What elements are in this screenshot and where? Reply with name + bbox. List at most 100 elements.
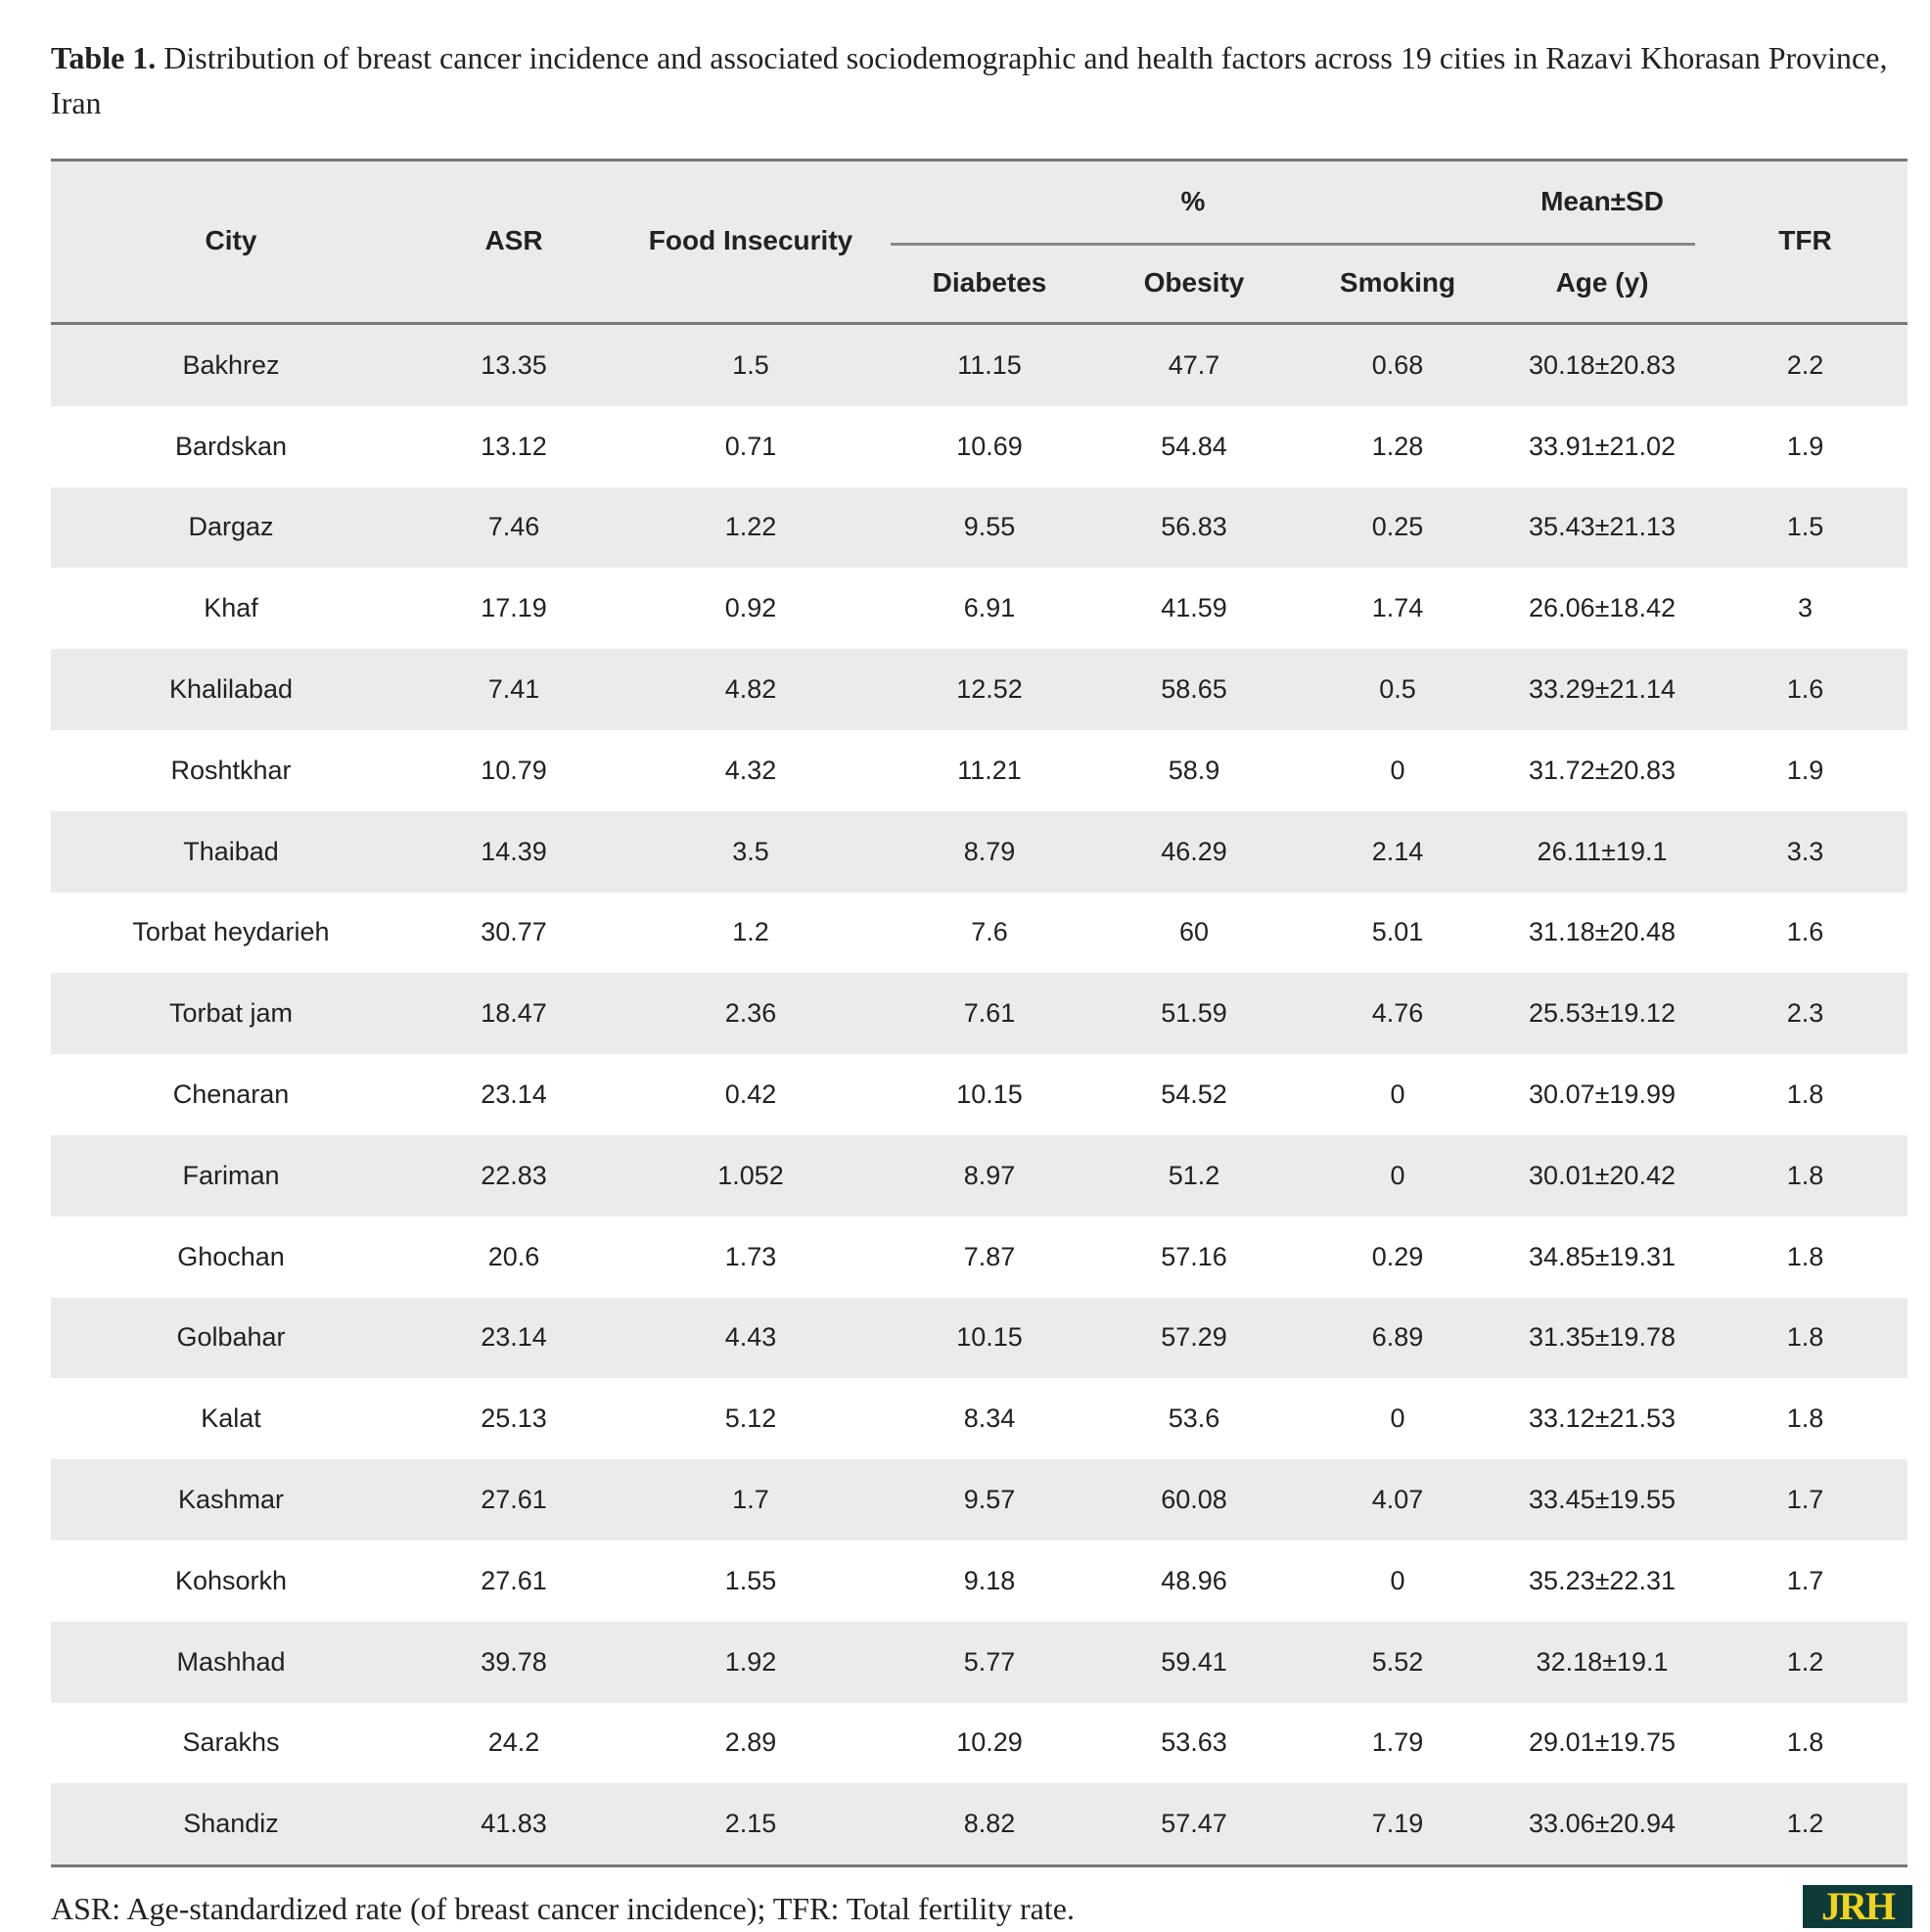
cell-diabetes: 9.57 [885, 1459, 1094, 1541]
cell-asr: 41.83 [411, 1783, 617, 1866]
cell-food-insecurity: 1.55 [724, 1565, 777, 1595]
cell-obesity: 58.9 [1168, 755, 1220, 785]
cell-diabetes: 8.34 [963, 1403, 1016, 1434]
table-row: Khaf 17.19 0.92 6.91 41.59 1.74 26.06±18.42 3 [51, 568, 1907, 649]
table-row: Khalilabad 7.41 4.82 12.52 58.65 0.5 33.29±21.… [51, 649, 1908, 730]
cell-diabetes: 10.15 [956, 1080, 1023, 1110]
caption-text: Distribution of breast cancer incidence … [51, 40, 1888, 120]
table-row: Dargaz 7.46 1.22 9.55 56.83 0.25 35.43±21.13 1.… [51, 486, 1908, 569]
cell-tfr: 1.2 [1703, 1621, 1908, 1703]
cell-asr: 17.19 [481, 593, 547, 623]
journal-logo: JRH [1803, 1885, 1912, 1928]
cell-obesity: 59.41 [1094, 1621, 1294, 1703]
cell-age: 30.18±20.83 [1501, 323, 1704, 406]
cell-smoking: 0.29 [1371, 1241, 1424, 1271]
cell-food-insecurity: 1.92 [617, 1621, 885, 1703]
table-row: Ghochan 20.6 1.73 7.87 57.16 0.29 34.85±19.31 1… [51, 1217, 1907, 1298]
cell-food-insecurity: 4.43 [617, 1297, 885, 1379]
cell-diabetes: 9.18 [963, 1565, 1016, 1595]
cell-city: Shandiz [51, 1783, 411, 1866]
cell-age: 33.91±21.02 [1529, 431, 1676, 461]
cell-diabetes: 9.55 [885, 486, 1094, 569]
cell-diabetes: 12.52 [885, 649, 1094, 730]
header-meansd-group: Mean±SD [1501, 160, 1704, 244]
cell-city: Bakhrez [51, 323, 411, 406]
header-obesity: Obesity [1094, 244, 1294, 324]
cell-obesity: 51.59 [1094, 973, 1294, 1055]
cell-city: Chenaran [172, 1080, 290, 1110]
cell-age: 31.35±19.78 [1501, 1297, 1704, 1379]
cell-tfr: 1.5 [1703, 486, 1908, 569]
cell-smoking: 0 [1390, 1565, 1405, 1595]
cell-age: 33.12±21.53 [1529, 1403, 1676, 1434]
cell-food-insecurity: 3.5 [617, 810, 885, 893]
cell-asr: 23.14 [481, 1080, 547, 1110]
cell-asr: 23.14 [411, 1297, 617, 1379]
cell-obesity: 56.83 [1094, 486, 1294, 569]
cell-obesity: 53.6 [1168, 1403, 1220, 1434]
header-city: City [51, 160, 411, 324]
cell-diabetes: 8.79 [885, 810, 1094, 893]
cell-asr: 18.47 [411, 973, 617, 1055]
cell-diabetes: 7.61 [885, 973, 1094, 1055]
cell-smoking: 5.01 [1371, 917, 1424, 947]
table-row: Shandiz 41.83 2.15 8.82 57.47 7.19 33.06±20.94… [51, 1783, 1908, 1866]
header-age: Age (y) [1501, 244, 1704, 324]
cell-diabetes: 10.15 [885, 1297, 1094, 1379]
cell-city: Ghochan [177, 1241, 285, 1271]
cell-age: 30.07±19.99 [1529, 1080, 1676, 1110]
cell-food-insecurity: 0.42 [724, 1080, 777, 1110]
cell-asr: 30.77 [481, 917, 547, 947]
cell-asr: 24.2 [487, 1727, 540, 1758]
table-row: Bakhrez 13.35 1.5 11.15 47.7 0.68 30.18±20.83 2… [51, 323, 1908, 406]
cell-obesity: 46.29 [1094, 810, 1294, 893]
cell-diabetes: 5.77 [885, 1621, 1094, 1703]
cell-smoking: 7.19 [1294, 1783, 1502, 1866]
cell-food-insecurity: 1.5 [617, 323, 885, 406]
table-row: Torbat heydarieh 30.77 1.2 7.6 60 5.01 31.18±2… [51, 893, 1907, 974]
header-food-insecurity: Food Insecurity [617, 160, 885, 324]
cell-food-insecurity: 5.12 [724, 1403, 777, 1434]
cell-age: 29.01±19.75 [1529, 1727, 1676, 1758]
cell-age: 31.72±20.83 [1529, 755, 1676, 785]
cell-obesity: 57.29 [1094, 1297, 1294, 1379]
table-row: Kashmar 27.61 1.7 9.57 60.08 4.07 33.45±19.55 1… [51, 1459, 1908, 1541]
cell-tfr: 1.8 [1786, 1080, 1824, 1110]
cell-asr: 22.83 [411, 1134, 617, 1217]
cell-obesity: 47.7 [1094, 323, 1294, 406]
header-tfr: TFR [1703, 160, 1908, 324]
cell-tfr: 1.7 [1703, 1459, 1908, 1541]
table-row: Roshtkhar 10.79 4.32 11.21 58.9 0 31.72±20.83 1… [51, 730, 1907, 811]
cell-age: 26.11±19.1 [1501, 810, 1704, 893]
cell-food-insecurity: 4.32 [724, 755, 777, 785]
cell-tfr: 1.9 [1786, 755, 1824, 785]
cell-city: Khaf [204, 593, 258, 623]
cell-age: 31.18±20.48 [1529, 917, 1676, 947]
table-caption: Table 1. Distribution of breast cancer i… [51, 35, 1910, 125]
footnote: ASR: Age-standardized rate (of breast ca… [51, 1891, 1075, 1926]
cell-tfr: 3.3 [1703, 810, 1908, 893]
cell-smoking: 2.14 [1294, 810, 1502, 893]
cell-tfr: 3 [1798, 593, 1814, 623]
table-row: Kalat 25.13 5.12 8.34 53.6 0 33.12±21.53 1.8 [51, 1378, 1907, 1459]
cell-diabetes: 11.15 [885, 323, 1094, 406]
table-row: Thaibad 14.39 3.5 8.79 46.29 2.14 26.11±19.1 3.… [51, 810, 1908, 893]
cell-diabetes: 6.91 [963, 593, 1016, 623]
header-percent-group: % [885, 160, 1502, 244]
cell-obesity: 54.52 [1161, 1080, 1227, 1110]
cell-obesity: 54.84 [1161, 431, 1227, 461]
cell-asr: 14.39 [411, 810, 617, 893]
cell-obesity: 57.47 [1094, 1783, 1294, 1866]
cell-smoking: 5.52 [1294, 1621, 1502, 1703]
cell-asr: 27.61 [481, 1565, 547, 1595]
header-smoking: Smoking [1294, 244, 1502, 324]
cell-obesity: 58.65 [1094, 649, 1294, 730]
cell-diabetes: 11.21 [957, 755, 1022, 785]
table-body: Bakhrez 13.35 1.5 11.15 47.7 0.68 30.18±20.83 2… [51, 323, 1908, 1866]
cell-age: 33.06±20.94 [1501, 1783, 1704, 1866]
cell-obesity: 60 [1178, 917, 1210, 947]
cell-city: Thaibad [51, 810, 411, 893]
cell-obesity: 60.08 [1094, 1459, 1294, 1541]
cell-smoking: 0 [1294, 1134, 1502, 1217]
cell-city: Mashhad [51, 1621, 411, 1703]
